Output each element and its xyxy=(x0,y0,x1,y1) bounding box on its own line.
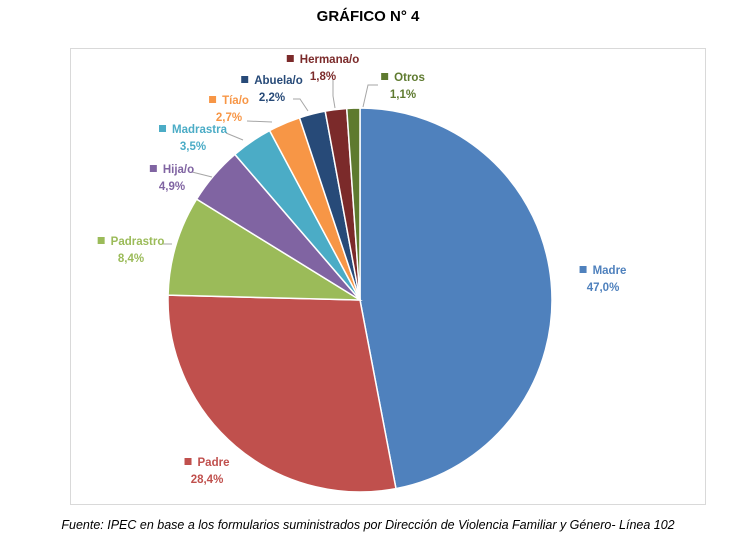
legend-key-icon xyxy=(97,237,105,244)
leader-line xyxy=(191,171,213,178)
value-label: 4,9% xyxy=(158,181,186,193)
legend-key-icon xyxy=(184,458,192,465)
value-label: 1,1% xyxy=(389,89,417,101)
leader-line xyxy=(362,84,378,108)
legend-key-icon xyxy=(241,76,249,83)
data-label: Tía/o 2,7% xyxy=(209,93,249,127)
legend-key-icon xyxy=(381,73,389,80)
value-label: 47,0% xyxy=(586,282,620,294)
data-label: Abuela/o 2,2% xyxy=(241,73,303,107)
value-label: 2,2% xyxy=(258,92,286,104)
legend-key-icon xyxy=(209,96,217,103)
chart-frame xyxy=(70,48,706,505)
value-label: 28,4% xyxy=(190,474,224,486)
category-label: Hermana/o xyxy=(299,54,360,66)
leader-line xyxy=(332,80,336,109)
leader-line xyxy=(225,132,244,141)
category-label: Abuela/o xyxy=(254,75,303,87)
value-label: 8,4% xyxy=(117,253,145,265)
data-label: Padrastro 8,4% xyxy=(97,234,165,268)
leader-line xyxy=(246,120,273,123)
pie-slice-padre xyxy=(167,294,397,493)
value-label: 2,7% xyxy=(215,112,243,124)
pie-slice-madre xyxy=(359,107,553,490)
data-label: Otros 1,1% xyxy=(381,70,425,104)
data-label: Madrastra 3,5% xyxy=(159,122,227,156)
data-label: Hija/o 4,9% xyxy=(149,162,195,196)
leader-line xyxy=(293,98,309,112)
legend-key-icon xyxy=(579,266,587,273)
value-label: 1,8% xyxy=(309,71,337,83)
value-label: 3,5% xyxy=(179,141,207,153)
category-label: Tía/o xyxy=(222,95,249,107)
data-label: Madre 47,0% xyxy=(579,263,627,297)
pie-slice-padrastro xyxy=(167,198,363,301)
category-label: Padrastro xyxy=(110,236,165,248)
category-label: Padre xyxy=(197,457,230,469)
legend-key-icon xyxy=(286,55,294,62)
category-label: Madre xyxy=(592,265,627,277)
category-label: Hija/o xyxy=(162,164,195,176)
source-note: Fuente: IPEC en base a los formularios s… xyxy=(61,518,675,532)
data-label: Padre 28,4% xyxy=(184,455,230,489)
legend-key-icon xyxy=(159,125,167,132)
pie-slice-otros xyxy=(345,107,361,301)
legend-key-icon xyxy=(149,165,157,172)
data-label: Hermana/o 1,8% xyxy=(286,52,360,86)
category-label: Madrastra xyxy=(172,124,227,136)
chart-title: GRÁFICO N° 4 xyxy=(316,8,420,25)
category-label: Otros xyxy=(394,72,425,84)
